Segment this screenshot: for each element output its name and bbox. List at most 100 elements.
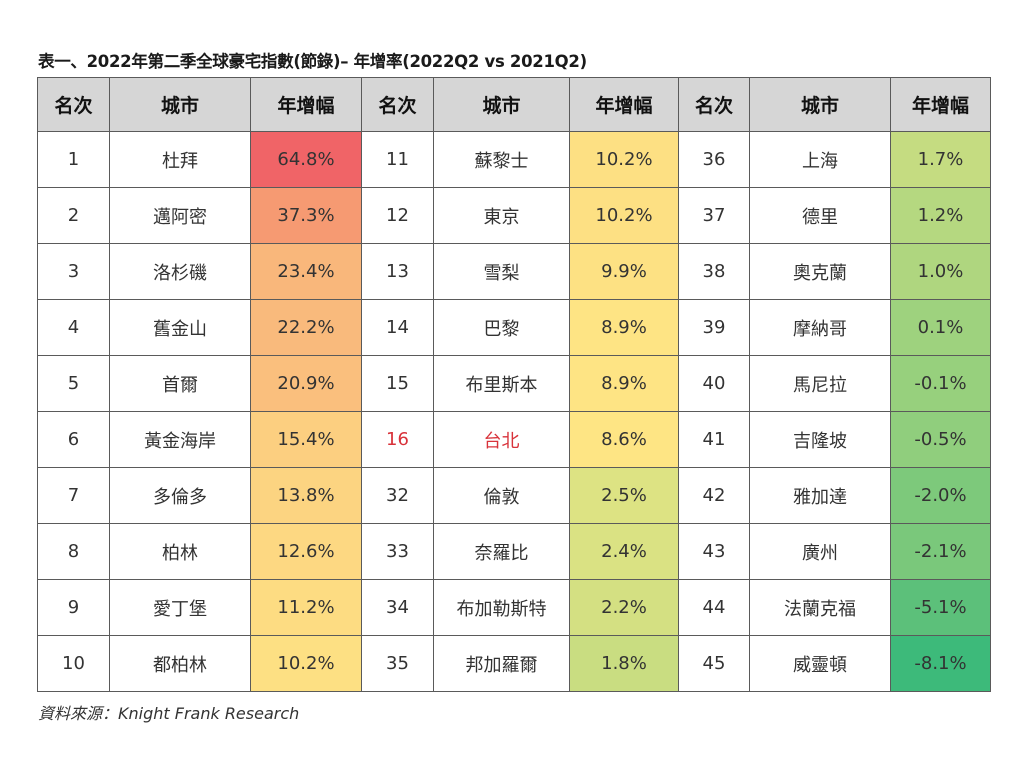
table-row: 8 柏林 12.6% 33 奈羅比 2.4% 43 廣州 -2.1% xyxy=(37,523,991,580)
city-cell: 杜拜 xyxy=(109,131,251,188)
growth-cell: 8.9% xyxy=(569,355,679,412)
growth-cell: 2.2% xyxy=(569,579,679,636)
table-row: 5 首爾 20.9% 15 布里斯本 8.9% 40 馬尼拉 -0.1% xyxy=(37,355,991,412)
rank-cell: 41 xyxy=(678,411,750,468)
city-cell: 首爾 xyxy=(109,355,251,412)
rank-cell: 8 xyxy=(37,523,110,580)
city-cell: 台北 xyxy=(433,411,570,468)
city-header: 城市 xyxy=(433,77,570,132)
growth-cell: 0.1% xyxy=(890,299,991,356)
growth-cell: 13.8% xyxy=(250,467,362,524)
growth-header: 年增幅 xyxy=(890,77,991,132)
rank-cell: 36 xyxy=(678,131,750,188)
rank-cell: 6 xyxy=(37,411,110,468)
table-row: 6 黃金海岸 15.4% 16 台北 8.6% 41 吉隆坡 -0.5% xyxy=(37,411,991,468)
growth-cell: 2.5% xyxy=(569,467,679,524)
rank-cell: 1 xyxy=(37,131,110,188)
growth-cell: 10.2% xyxy=(569,187,679,244)
source-note: 資料來源：Knight Frank Research xyxy=(38,704,300,723)
city-cell: 布加勒斯特 xyxy=(433,579,570,636)
growth-cell: 37.3% xyxy=(250,187,362,244)
growth-header: 年增幅 xyxy=(569,77,679,132)
ranking-table: 名次 城市 年增幅 名次 城市 年增幅 名次 城市 年增幅 1 杜拜 64.8% 11 蘇黎士 10.2% 3… xyxy=(37,77,991,692)
city-cell: 東京 xyxy=(433,187,570,244)
growth-cell: 1.7% xyxy=(890,131,991,188)
growth-cell: 9.9% xyxy=(569,243,679,300)
rank-cell: 37 xyxy=(678,187,750,244)
city-cell: 奧克蘭 xyxy=(749,243,891,300)
growth-cell: 12.6% xyxy=(250,523,362,580)
city-cell: 法蘭克福 xyxy=(749,579,891,636)
city-cell: 巴黎 xyxy=(433,299,570,356)
rank-cell: 2 xyxy=(37,187,110,244)
city-cell: 德里 xyxy=(749,187,891,244)
growth-cell: 8.6% xyxy=(569,411,679,468)
city-cell: 倫敦 xyxy=(433,467,570,524)
rank-cell: 10 xyxy=(37,635,110,692)
rank-cell: 43 xyxy=(678,523,750,580)
table-row: 4 舊金山 22.2% 14 巴黎 8.9% 39 摩納哥 0.1% xyxy=(37,299,991,356)
rank-cell: 35 xyxy=(361,635,434,692)
growth-cell: -0.5% xyxy=(890,411,991,468)
city-cell: 黃金海岸 xyxy=(109,411,251,468)
growth-cell: 1.2% xyxy=(890,187,991,244)
table-row: 9 愛丁堡 11.2% 34 布加勒斯特 2.2% 44 法蘭克福 -5.1% xyxy=(37,579,991,636)
growth-cell: 11.2% xyxy=(250,579,362,636)
city-cell: 洛杉磯 xyxy=(109,243,251,300)
city-cell: 多倫多 xyxy=(109,467,251,524)
rank-cell: 15 xyxy=(361,355,434,412)
city-cell: 邁阿密 xyxy=(109,187,251,244)
city-cell: 雪梨 xyxy=(433,243,570,300)
rank-cell: 33 xyxy=(361,523,434,580)
growth-cell: 1.8% xyxy=(569,635,679,692)
city-cell: 上海 xyxy=(749,131,891,188)
rank-cell: 5 xyxy=(37,355,110,412)
rank-cell: 7 xyxy=(37,467,110,524)
table-row: 1 杜拜 64.8% 11 蘇黎士 10.2% 36 上海 1.7% xyxy=(37,131,991,188)
city-header: 城市 xyxy=(109,77,251,132)
city-cell: 奈羅比 xyxy=(433,523,570,580)
rank-cell: 13 xyxy=(361,243,434,300)
rank-header: 名次 xyxy=(678,77,750,132)
growth-header: 年增幅 xyxy=(250,77,362,132)
growth-cell: 64.8% xyxy=(250,131,362,188)
growth-cell: 1.0% xyxy=(890,243,991,300)
header-row: 名次 城市 年增幅 名次 城市 年增幅 名次 城市 年增幅 xyxy=(37,77,991,132)
growth-cell: -0.1% xyxy=(890,355,991,412)
rank-cell: 38 xyxy=(678,243,750,300)
rank-cell: 42 xyxy=(678,467,750,524)
growth-cell: 10.2% xyxy=(569,131,679,188)
city-cell: 威靈頓 xyxy=(749,635,891,692)
rank-header: 名次 xyxy=(361,77,434,132)
growth-cell: 10.2% xyxy=(250,635,362,692)
rank-cell: 32 xyxy=(361,467,434,524)
rank-cell: 44 xyxy=(678,579,750,636)
rank-cell: 3 xyxy=(37,243,110,300)
growth-cell: 20.9% xyxy=(250,355,362,412)
growth-cell: 2.4% xyxy=(569,523,679,580)
table-row: 2 邁阿密 37.3% 12 東京 10.2% 37 德里 1.2% xyxy=(37,187,991,244)
growth-cell: -2.1% xyxy=(890,523,991,580)
city-cell: 吉隆坡 xyxy=(749,411,891,468)
rank-cell: 34 xyxy=(361,579,434,636)
city-cell: 都柏林 xyxy=(109,635,251,692)
growth-cell: -2.0% xyxy=(890,467,991,524)
city-cell: 布里斯本 xyxy=(433,355,570,412)
city-header: 城市 xyxy=(749,77,891,132)
growth-cell: 23.4% xyxy=(250,243,362,300)
table-row: 3 洛杉磯 23.4% 13 雪梨 9.9% 38 奧克蘭 1.0% xyxy=(37,243,991,300)
rank-cell: 4 xyxy=(37,299,110,356)
growth-cell: 15.4% xyxy=(250,411,362,468)
rank-cell: 16 xyxy=(361,411,434,468)
growth-cell: -5.1% xyxy=(890,579,991,636)
rank-cell: 14 xyxy=(361,299,434,356)
rank-cell: 45 xyxy=(678,635,750,692)
growth-cell: -8.1% xyxy=(890,635,991,692)
rank-cell: 9 xyxy=(37,579,110,636)
city-cell: 馬尼拉 xyxy=(749,355,891,412)
city-cell: 蘇黎士 xyxy=(433,131,570,188)
growth-cell: 8.9% xyxy=(569,299,679,356)
city-cell: 舊金山 xyxy=(109,299,251,356)
city-cell: 摩納哥 xyxy=(749,299,891,356)
rank-cell: 40 xyxy=(678,355,750,412)
